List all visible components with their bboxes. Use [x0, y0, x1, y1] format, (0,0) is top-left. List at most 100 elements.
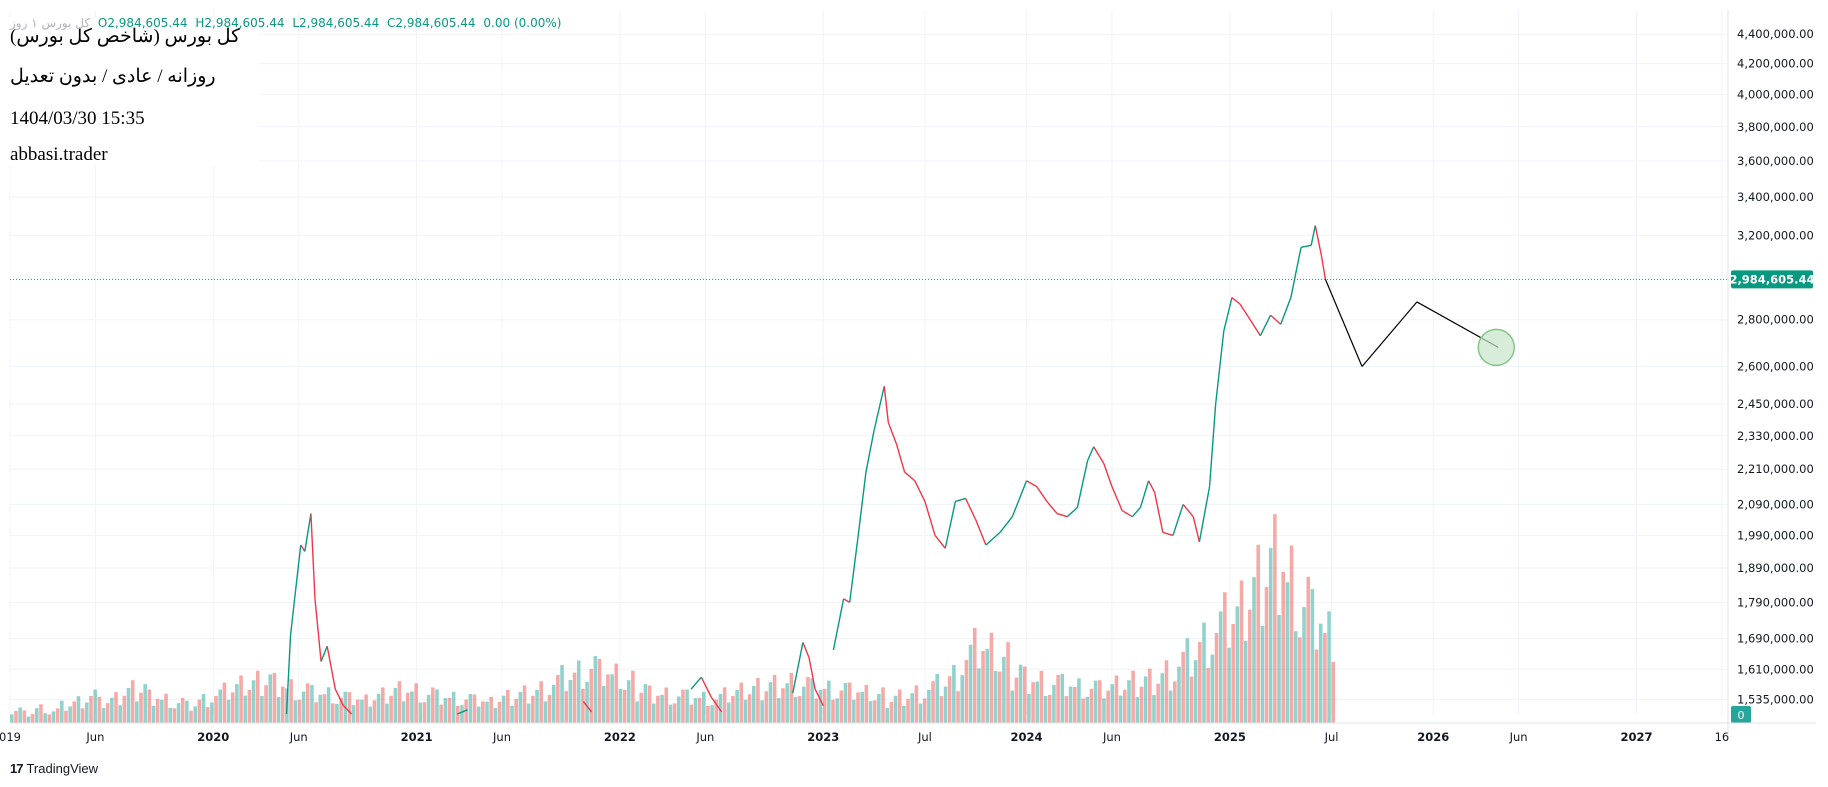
price-tick-label: 2,210,000.00: [1737, 462, 1814, 476]
volume-bar: [797, 696, 802, 723]
price-segment: [955, 497, 966, 503]
time-tick-label: 2023: [807, 730, 839, 744]
price-tick-label: 2,450,000.00: [1737, 397, 1814, 411]
price-axis[interactable]: 1,535,000.00 1,610,000.00 1,690,000.00 1,79…: [1737, 27, 1814, 706]
volume-bar: [318, 694, 323, 723]
volume-bar: [1060, 673, 1065, 723]
volume-bar: [1156, 683, 1160, 723]
volume-bar: [1289, 545, 1294, 723]
volume-bar: [1189, 676, 1194, 723]
volume-bar: [543, 701, 548, 723]
tradingview-watermark[interactable]: 17 TradingView: [10, 761, 98, 776]
volume-bar: [481, 701, 485, 723]
volume-bar: [589, 669, 593, 723]
volume-bar: [726, 702, 731, 723]
volume-bar: [1131, 670, 1135, 723]
price-tick-label: 4,000,000.00: [1737, 87, 1814, 101]
volume-bar: [822, 688, 827, 723]
price-tick-label: 1,610,000.00: [1737, 662, 1814, 676]
price-segment: [802, 642, 810, 658]
time-tick-label: 019: [0, 730, 21, 744]
volume-bar: [639, 692, 644, 723]
volume-bar: [931, 681, 935, 723]
price-segment: [1280, 297, 1292, 325]
volume-bar: [831, 699, 835, 723]
time-tick-label: Jun: [289, 730, 308, 744]
volume-bar: [1110, 684, 1115, 723]
volume-bar: [864, 684, 869, 723]
volume-bar: [1193, 660, 1198, 723]
volume-bar: [664, 687, 669, 723]
price-segment: [887, 422, 898, 445]
price-segment: [934, 535, 946, 549]
volume-bar: [135, 701, 139, 723]
volume-bar: [72, 701, 77, 723]
volume-bar: [355, 699, 360, 723]
volume-bar: [451, 691, 456, 723]
volume-bar: [393, 688, 398, 723]
volume-bar: [1168, 690, 1173, 723]
volume-bar: [126, 688, 131, 723]
chart-grid: [9, 10, 1728, 714]
volume-bar: [247, 689, 252, 723]
price-segment: [1036, 486, 1048, 502]
price-segment: [1300, 244, 1312, 249]
volume-bar: [747, 694, 752, 723]
volume-bar: [1043, 696, 1048, 723]
price-segment: [1290, 247, 1302, 298]
price-segment: [914, 480, 926, 502]
chart-mode: روزانه / عادی / بدون تعدیل: [10, 66, 216, 87]
volume-bar: [918, 703, 923, 723]
volume-bar: [789, 672, 794, 723]
volume-bar: [1298, 637, 1302, 723]
volume-label: 0: [1738, 709, 1745, 722]
volume-bar: [693, 698, 698, 723]
price-segment: [1153, 492, 1164, 533]
volume-bar: [297, 699, 302, 723]
volume-bar: [1114, 675, 1119, 723]
price-segment: [883, 386, 890, 423]
volume-bar: [781, 688, 785, 723]
projection-drawing[interactable]: [1324, 279, 1516, 367]
price-segment: [1103, 463, 1113, 487]
volume-bar: [714, 699, 719, 723]
volume-bar: [1235, 606, 1240, 723]
price-tick-label: 1,690,000.00: [1737, 632, 1814, 646]
price-segment: [832, 598, 845, 651]
volume-bar: [551, 684, 556, 723]
price-segment: [1231, 297, 1241, 305]
volume-bar: [1327, 611, 1331, 723]
price-segment: [1011, 480, 1028, 517]
volume-bar: [376, 693, 381, 723]
time-tick-label: 2027: [1621, 730, 1653, 744]
volume-bar: [1181, 652, 1185, 723]
price-segment: [457, 709, 468, 715]
volume-bar: [685, 689, 689, 723]
index-title: کل بورس (شاخص کل بورس): [10, 26, 241, 47]
volume-bar: [935, 673, 939, 723]
price-segment: [857, 471, 867, 539]
volume-bar: [1252, 577, 1256, 723]
volume-bar: [1152, 694, 1156, 723]
price-segment: [1046, 500, 1058, 515]
price-segment: [1086, 446, 1095, 461]
volume-bar: [1064, 696, 1069, 723]
volume-bar: [1097, 680, 1102, 723]
time-axis[interactable]: 019 Jun 2020 Jun 2021 Jun 2022 Jun 2023 Jul 2024 Ju…: [0, 730, 1729, 744]
volume-bar: [268, 674, 273, 723]
time-tick-label: 2025: [1214, 730, 1246, 744]
volume-bar: [47, 714, 52, 723]
volume-bar: [827, 680, 831, 723]
volume-bar: [968, 644, 973, 723]
volume-bar: [264, 685, 268, 723]
price-segment: [320, 645, 328, 662]
volume-bar: [272, 672, 277, 723]
volume-bar: [506, 689, 510, 723]
volume-bar: [868, 701, 873, 723]
volume-bar: [1231, 624, 1235, 723]
price-segment: [792, 642, 804, 694]
volume-bar: [989, 632, 994, 723]
volume-bar: [1031, 682, 1035, 723]
price-segment: [1066, 506, 1078, 518]
